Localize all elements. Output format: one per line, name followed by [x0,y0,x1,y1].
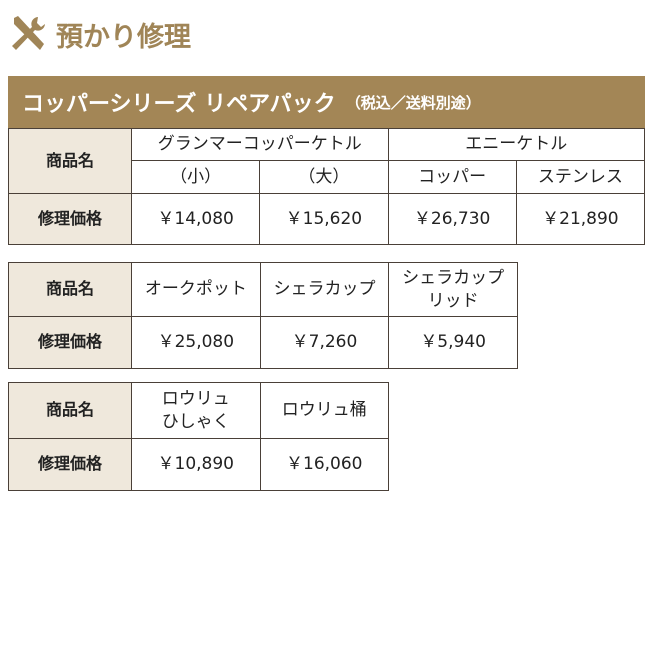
price-table: 商品名 グランマーコッパーケトル エニーケトル （小） （大） コッパー ステン… [8,128,646,245]
price: ￥10,890 [131,438,261,491]
item-name: オークポット [131,262,261,317]
row-label: 商品名 [8,262,132,317]
banner: コッパーシリーズ リペアパック （税込／送料別途） [8,76,645,128]
page-title: 預かり修理 [56,21,191,53]
item-name: （小） [130,160,261,194]
price: ￥7,260 [259,316,390,369]
price: ￥14,080 [130,193,261,245]
row-label: 商品名 [8,382,132,439]
price-table: 商品名 オークポット シェラカップ シェラカップ リッド 修理価格 ￥25,08… [8,262,518,369]
row-label: 修理価格 [8,316,132,369]
header: 預かり修理 [8,14,191,54]
price: ￥25,080 [131,316,261,369]
price: ￥16,060 [259,438,389,491]
group-name: エニーケトル [387,128,645,161]
item-name: ロウリュ桶 [259,382,389,439]
row-label: 商品名 [8,128,132,194]
item-name: コッパー [387,160,517,194]
price: ￥21,890 [515,193,646,245]
item-name: シェラカップ [259,262,390,317]
price-table: 商品名 ロウリュ ひしゃく ロウリュ桶 修理価格 ￥10,890 ￥16,060 [8,382,389,491]
item-name: シェラカップ リッド [388,262,518,317]
item-name: （大） [259,160,389,194]
row-label: 修理価格 [8,438,132,491]
banner-title: コッパーシリーズ リペアパック [22,92,336,117]
item-name: ロウリュ ひしゃく [131,382,261,439]
price: ￥5,940 [388,316,518,369]
price: ￥26,730 [387,193,517,245]
tools-icon [12,16,45,50]
row-label: 修理価格 [8,193,132,245]
price: ￥15,620 [259,193,389,245]
group-name: グランマーコッパーケトル [131,128,389,161]
banner-note: （税込／送料別途） [345,93,481,112]
item-name: ステンレス [515,160,646,194]
